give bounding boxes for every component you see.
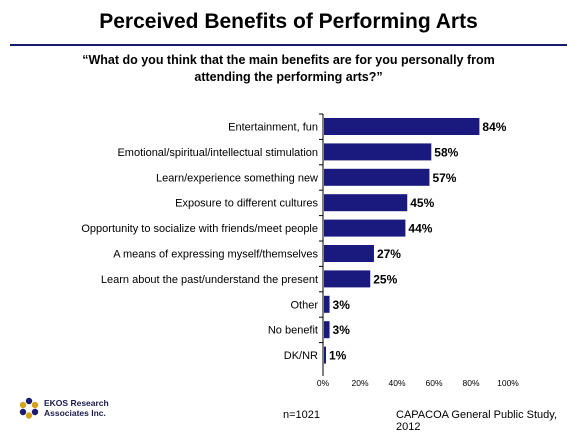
category-label: Learn about the past/understand the pres… xyxy=(101,274,318,286)
logo-icon xyxy=(19,397,39,419)
category-label: Learn/experience something new xyxy=(156,172,318,184)
x-tick-label: 60% xyxy=(425,378,442,388)
category-label: Other xyxy=(290,299,318,311)
category-label: DK/NR xyxy=(284,350,318,362)
value-label: 3% xyxy=(333,323,351,337)
value-label: 3% xyxy=(333,298,351,312)
value-label: 1% xyxy=(329,349,347,363)
category-label: No benefit xyxy=(268,325,318,337)
category-label: Emotional/spiritual/intellectual stimula… xyxy=(117,147,318,159)
category-label: Exposure to different cultures xyxy=(175,198,318,210)
value-label: 58% xyxy=(434,145,458,159)
sample-size: n=1021 xyxy=(283,409,321,421)
value-label: 44% xyxy=(408,222,432,236)
logo-line-1: EKOS Research xyxy=(44,398,109,408)
ekos-logo: EKOS Research Associates Inc. xyxy=(18,397,109,419)
page-title: Perceived Benefits of Performing Arts xyxy=(99,10,478,33)
x-tick-label: 0% xyxy=(317,378,330,388)
bar xyxy=(324,321,330,339)
bar xyxy=(324,143,432,161)
logo-text: EKOS Research Associates Inc. xyxy=(44,398,109,418)
bar xyxy=(324,245,374,262)
value-label: 57% xyxy=(432,171,456,185)
title-bar: Perceived Benefits of Performing Arts xyxy=(0,0,577,44)
bar xyxy=(324,270,371,288)
value-label: 25% xyxy=(373,272,397,286)
category-label: Opportunity to socialize with friends/me… xyxy=(81,223,318,235)
title-rule xyxy=(10,44,567,46)
value-label: 84% xyxy=(482,120,506,134)
chart-subtitle: “What do you think that the main benefit… xyxy=(82,53,495,84)
logo-line-2: Associates Inc. xyxy=(44,408,106,418)
bar xyxy=(324,168,430,186)
x-tick-label: 80% xyxy=(462,378,479,388)
x-tick-label: 40% xyxy=(388,378,405,388)
value-label: 45% xyxy=(410,196,434,210)
bar xyxy=(324,295,330,313)
value-label: 27% xyxy=(377,247,401,261)
bar xyxy=(324,118,480,135)
source-note: CAPACOA General Public Study, 2012 xyxy=(396,409,557,433)
category-label: A means of expressing myself/themselves xyxy=(113,249,318,261)
bar xyxy=(324,194,408,212)
category-label: Entertainment, fun xyxy=(228,122,318,134)
bar xyxy=(324,346,326,364)
x-tick-label: 20% xyxy=(351,378,368,388)
bar xyxy=(324,219,406,237)
x-tick-label: 100% xyxy=(497,378,519,388)
